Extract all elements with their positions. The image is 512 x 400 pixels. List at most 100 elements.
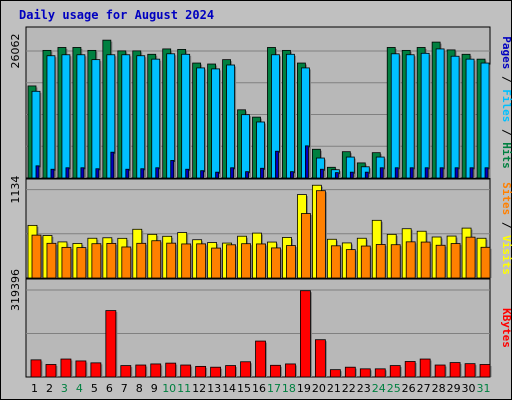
bar-sites-6 [106,242,117,279]
bar-pages-4 [80,167,85,179]
panel-kbytes: 319396 KBytes [9,269,512,378]
bar-kbytes-1 [30,359,42,378]
bar-pages-25 [394,167,399,179]
bar-pages-31 [484,167,489,179]
bar-kbytes-30 [464,363,476,378]
bar-pages-19 [305,145,309,179]
bar-sites-18 [286,245,296,279]
bar-pages-13 [215,171,220,179]
bar-files-12 [196,67,206,179]
bar-sites-5 [91,243,102,279]
bar-sites-29 [450,243,461,279]
bar-pages-2 [50,168,55,179]
y-tick-label-hits-files-pages: 26062 [9,34,22,69]
bar-sites-10 [166,242,177,279]
bar-kbytes-21 [329,369,341,378]
bar-files-1 [31,90,41,179]
legend-label-pages: Pages [500,36,512,69]
bar-sites-22 [345,249,356,279]
x-tick-label-5: 5 [91,382,98,395]
bar-sites-7 [121,246,132,279]
bar-sites-8 [136,242,147,279]
x-tick-label-16: 16 [252,382,266,395]
bar-pages-24 [379,167,384,179]
bar-sites-30 [465,236,476,279]
bar-kbytes-24 [374,368,386,378]
legend-label-visits: Visits [500,235,512,275]
legend-label-kbytes: KBytes [500,308,512,348]
x-tick-label-29: 29 [447,382,461,395]
bar-sites-4 [76,247,87,279]
bar-files-4 [76,54,86,179]
bar-kbytes-31 [479,364,491,378]
bar-pages-12 [200,170,205,179]
x-tick-label-28: 28 [432,382,446,395]
legend-separator: / [500,69,512,89]
bar-kbytes-5 [90,362,102,378]
bar-pages-8 [140,168,145,179]
bar-sites-27 [420,241,431,279]
x-tick-label-6: 6 [106,382,113,395]
x-tick-label-20: 20 [312,382,326,395]
bar-sites-25 [390,244,401,279]
bar-pages-9 [155,167,160,179]
bar-kbytes-11 [180,364,192,378]
bar-sites-26 [405,241,416,279]
bar-sites-13 [211,247,222,279]
x-tick-label-21: 21 [327,382,341,395]
bar-kbytes-17 [270,364,281,378]
bar-kbytes-27 [419,358,431,378]
right-legend-kbytes: KBytes [500,308,512,348]
bar-files-27 [420,52,430,179]
x-tick-label-4: 4 [76,382,83,395]
bar-sites-21 [330,245,341,279]
bar-pages-1 [35,165,40,179]
x-tick-label-8: 8 [136,382,143,395]
bar-kbytes-23 [359,368,371,378]
bar-kbytes-12 [195,365,207,378]
x-tick-label-1: 1 [31,382,38,395]
bar-pages-23 [364,171,369,179]
bar-pages-6 [110,151,115,179]
legend-label-sites: Sites [500,182,512,215]
x-tick-label-2: 2 [46,382,53,395]
bar-sites-2 [46,242,57,279]
bar-pages-28 [439,167,444,179]
bar-pages-26 [409,167,414,179]
bar-files-2 [46,55,56,179]
bar-sites-28 [435,244,446,279]
x-tick-label-9: 9 [151,382,158,395]
bar-files-31 [480,62,490,179]
x-tick-label-31: 31 [477,382,491,395]
bar-pages-10 [170,160,175,179]
x-tick-label-25: 25 [387,382,401,395]
bar-pages-29 [454,167,459,179]
bar-sites-1 [31,234,42,279]
bar-files-14 [226,64,235,179]
bar-kbytes-28 [434,364,446,378]
x-axis-labels: 1 2 3 4 5 6 7 8 9 10 11 12 13 14 15 16 17 18 19 20 21 22 23 24 2… [31,382,491,395]
bar-pages-16 [260,167,264,179]
bar-pages-30 [469,167,474,179]
bar-kbytes-18 [285,363,296,378]
x-tick-label-11: 11 [177,382,191,395]
right-legend-visits-sites: Sites / Visits [500,182,512,275]
x-tick-label-24: 24 [372,382,386,395]
bar-pages-14 [230,167,234,179]
bar-sites-15 [241,243,251,279]
x-tick-label-13: 13 [207,382,221,395]
bar-pages-27 [424,167,429,179]
x-tick-label-22: 22 [342,382,356,395]
bar-sites-9 [151,240,162,279]
x-tick-label-12: 12 [192,382,206,395]
bar-files-18 [286,53,295,179]
panel-hits-files-pages: 26062 Pages / Files / Hits [9,26,512,179]
bar-kbytes-10 [165,362,177,378]
x-tick-label-27: 27 [417,382,431,395]
y-tick-label-visits-sites: 1134 [9,176,22,204]
chart-title: Daily usage for August 2024 [19,8,214,22]
bar-kbytes-19 [300,290,311,378]
bar-files-8 [136,55,146,179]
